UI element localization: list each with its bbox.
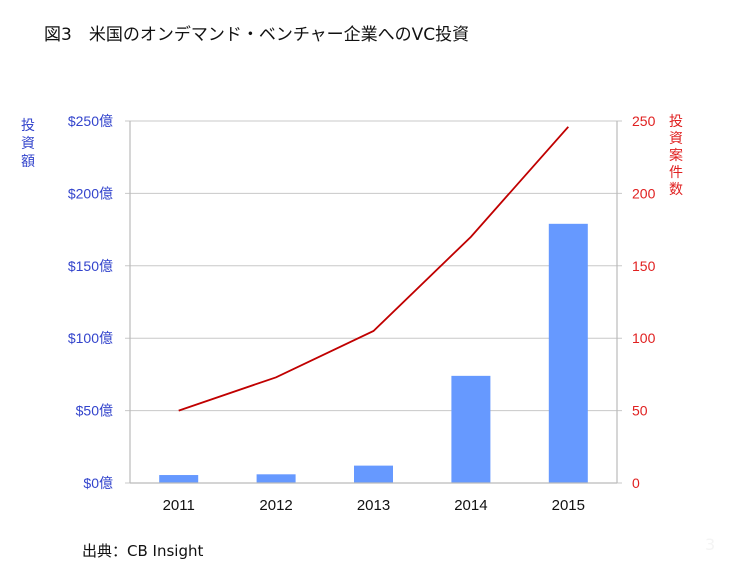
left-tick-label: $50億 <box>76 403 113 419</box>
bar-2011 <box>159 475 199 483</box>
bar-2014 <box>451 375 491 483</box>
right-tick-label: 150 <box>632 258 656 274</box>
axes <box>129 121 618 484</box>
left-tick-label: $250億 <box>68 113 113 129</box>
left-tick-label: $0億 <box>83 475 113 491</box>
right-tick-label: 250 <box>632 113 656 129</box>
bar-2015 <box>548 223 588 484</box>
bar-2013 <box>354 465 393 483</box>
x-tick-label: 2011 <box>163 497 195 514</box>
x-tick-label: 2012 <box>259 497 292 514</box>
left-axis-ticks: $0億 $50億 $100億 $150億 $200億 $250億 <box>68 113 113 491</box>
bar-2012 <box>256 474 296 483</box>
x-tick-label: 2013 <box>357 497 390 514</box>
deal-count-line <box>178 126 569 412</box>
x-tick-label: 2015 <box>552 497 585 514</box>
right-tick-label: 50 <box>632 403 648 419</box>
source-note: 出典：CB Insight <box>82 542 204 560</box>
right-axis-ticks: 0 50 100 150 200 250 <box>632 113 656 491</box>
bar-series <box>159 223 588 484</box>
right-tick-label: 200 <box>632 185 656 201</box>
left-axis-title-text: 投資額 <box>21 118 35 170</box>
left-axis-title: 投資額 <box>19 117 37 171</box>
right-tick-label: 0 <box>632 475 640 491</box>
left-tick-label: $100億 <box>68 330 113 346</box>
x-tick-label: 2014 <box>454 497 487 514</box>
page-number: 3 <box>705 535 716 554</box>
chart-title: 図3 米国のオンデマンド・ベンチャー企業へのVC投資 <box>44 25 470 45</box>
left-tick-label: $200億 <box>68 185 113 201</box>
line-series <box>178 126 569 412</box>
left-tick-label: $150億 <box>68 258 113 274</box>
gridlines <box>125 120 622 484</box>
x-axis-ticks: 2011 2012 2013 2014 2015 <box>163 497 585 514</box>
right-axis-title-text: 投資案件数 <box>669 114 683 198</box>
right-tick-label: 100 <box>632 330 656 346</box>
right-axis-title: 投資案件数 <box>667 114 685 199</box>
